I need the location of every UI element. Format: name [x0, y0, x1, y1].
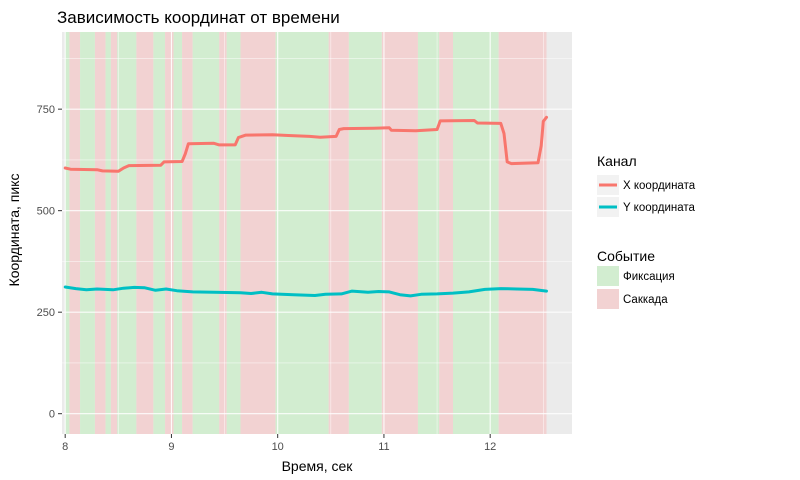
legend-label-fixation: Фиксация — [623, 271, 675, 283]
legend-label-y-coordinate: Y координата — [623, 202, 696, 214]
legend-event: Событие Фиксация Саккада — [597, 248, 675, 309]
event-interval-saccade — [69, 32, 81, 434]
event-interval-fixation — [453, 32, 499, 434]
x-axis-title: Время, сек — [282, 458, 354, 474]
event-interval-saccade — [381, 32, 418, 434]
event-interval-saccade — [165, 32, 174, 434]
event-interval-saccade — [110, 32, 118, 434]
event-interval-fixation — [105, 32, 111, 434]
event-interval-saccade — [240, 32, 276, 434]
series-lines — [63, 115, 548, 298]
event-intervals — [65, 32, 547, 434]
event-interval-saccade — [219, 32, 227, 434]
event-interval-fixation — [226, 32, 241, 434]
event-interval-fixation — [192, 32, 220, 434]
legend-channel-title: Канал — [597, 153, 637, 169]
series-line-y-coordinate — [63, 285, 548, 298]
event-interval-fixation — [117, 32, 137, 434]
event-interval-fixation — [80, 32, 95, 434]
chart-title: Зависимость координат от времени — [57, 8, 340, 27]
series-line-x-coordinate — [63, 115, 548, 173]
event-interval-fixation — [65, 32, 70, 434]
legend-event-title: Событие — [597, 248, 655, 264]
event-interval-saccade — [328, 32, 349, 434]
y-tick-label: 250 — [37, 307, 55, 319]
event-interval-saccade — [94, 32, 106, 434]
event-interval-fixation — [275, 32, 329, 434]
x-tick-label: 12 — [484, 441, 496, 453]
event-interval-fixation — [173, 32, 183, 434]
event-interval-saccade — [498, 32, 547, 434]
x-tick-label: 10 — [272, 441, 284, 453]
legend-swatch-saccade — [597, 289, 619, 309]
grid-lines — [62, 32, 572, 434]
x-tick-label: 9 — [168, 441, 174, 453]
y-tick-label: 500 — [37, 206, 55, 218]
event-interval-saccade — [439, 32, 453, 434]
legend-label-x-coordinate: X координата — [623, 180, 696, 192]
legend-channel: Канал X координата Y координата — [597, 153, 696, 217]
x-tick-label: 8 — [62, 441, 68, 453]
y-tick-label: 0 — [49, 409, 55, 421]
event-interval-fixation — [153, 32, 166, 434]
y-axis-title: Координата, пикс — [6, 174, 22, 287]
event-interval-saccade — [136, 32, 154, 434]
event-interval-fixation — [348, 32, 382, 434]
event-interval-saccade — [182, 32, 193, 434]
event-interval-fixation — [417, 32, 440, 434]
legend-label-saccade: Саккада — [623, 294, 668, 306]
legend-swatch-fixation — [597, 266, 619, 286]
axis-ticks: 8 9 10 11 12 0 250 500 750 — [37, 104, 497, 453]
y-tick-label: 750 — [37, 104, 55, 116]
x-tick-label: 11 — [378, 441, 389, 453]
